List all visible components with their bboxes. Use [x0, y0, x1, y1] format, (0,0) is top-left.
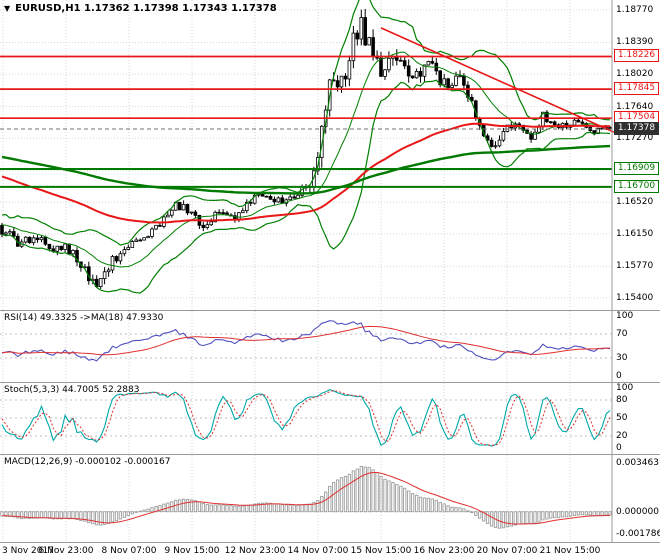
- chart-header: ▼ EURUSD,H1 1.17362 1.17398 1.17343 1.17…: [4, 3, 277, 14]
- time-tick: 20 Nov 07:00: [476, 546, 538, 556]
- main-chart-panel[interactable]: ▼ EURUSD,H1 1.17362 1.17398 1.17343 1.17…: [0, 0, 660, 310]
- price-tick: 1.18390: [616, 37, 654, 48]
- rsi-tick: 30: [616, 353, 628, 363]
- time-axis[interactable]: 3 Nov 2017 6 Nov 23:00 8 Nov 07:00 9 Nov 15…: [0, 542, 660, 560]
- time-tick: 14 Nov 07:00: [287, 546, 349, 556]
- price-tick: 1.18020: [616, 69, 654, 80]
- stochastic-tick: 0: [616, 443, 622, 453]
- rsi-tick: 70: [616, 329, 628, 339]
- stochastic-tick: 50: [616, 413, 628, 423]
- ohlc-readout: EURUSD,H1 1.17362 1.17398 1.17343 1.1737…: [15, 3, 277, 14]
- macd-label: MACD(12,26,9) -0.000102 -0.000167: [4, 457, 171, 467]
- time-tick: 16 Nov 23:00: [413, 546, 475, 556]
- candlestick-chart-canvas[interactable]: [0, 0, 660, 310]
- stochastic-chart-canvas[interactable]: [0, 383, 660, 454]
- current-price-label: 1.17378: [614, 121, 659, 135]
- level-price-label: 1.16909: [614, 162, 659, 176]
- price-tick: 1.16150: [616, 228, 654, 239]
- stochastic-tick: 100: [616, 383, 634, 393]
- rsi-chart-canvas[interactable]: [0, 311, 660, 382]
- rsi-panel[interactable]: RSI(14) 49.3325 ->MA(18) 47.9330 100 70 30…: [0, 310, 660, 382]
- macd-chart-canvas[interactable]: [0, 455, 660, 542]
- price-tick: 1.15770: [616, 261, 654, 272]
- stochastic-panel[interactable]: Stoch(5,3,3) 44.7005 52.2883 100 80 50 20 0: [0, 382, 660, 454]
- stochastic-tick: 20: [616, 431, 628, 441]
- time-tick: 3 Nov 2017: [2, 546, 54, 556]
- macd-axis: 0.003463 0.000000 -0.001786: [613, 455, 660, 542]
- price-tick: 1.17270: [616, 133, 654, 144]
- rsi-tick: 0: [616, 371, 622, 381]
- time-tick: 8 Nov 07:00: [101, 546, 157, 556]
- rsi-tick: 100: [616, 311, 634, 321]
- rsi-label: RSI(14) 49.3325 ->MA(18) 47.9330: [4, 313, 164, 323]
- stochastic-tick: 80: [616, 395, 628, 405]
- price-tick: 1.15400: [616, 293, 654, 303]
- level-price-label: 1.16700: [614, 179, 659, 193]
- price-axis[interactable]: 1.187701.183901.180201.176401.172701.168…: [613, 0, 660, 310]
- time-tick: 15 Nov 15:00: [350, 546, 412, 556]
- macd-tick: 0.000000: [616, 506, 659, 517]
- stochastic-label: Stoch(5,3,3) 44.7005 52.2883: [4, 385, 140, 395]
- level-price-label: 1.18226: [614, 49, 659, 63]
- stochastic-axis: 100 80 50 20 0: [613, 383, 660, 454]
- price-tick: 1.18770: [616, 5, 654, 15]
- rsi-axis: 100 70 30 0: [613, 311, 660, 382]
- symbol-marker-icon: ▼: [4, 3, 11, 13]
- macd-panel[interactable]: MACD(12,26,9) -0.000102 -0.000167 0.0034…: [0, 454, 660, 542]
- time-tick: 21 Nov 15:00: [539, 546, 601, 556]
- time-tick: 12 Nov 23:00: [224, 546, 286, 556]
- time-tick: 6 Nov 23:00: [38, 546, 94, 556]
- time-tick: 9 Nov 15:00: [164, 546, 220, 556]
- level-price-label: 1.17845: [614, 82, 659, 96]
- price-tick: 1.17640: [616, 101, 654, 112]
- macd-tick: 0.003463: [616, 458, 659, 468]
- macd-tick: -0.001786: [616, 529, 660, 539]
- price-tick: 1.16520: [616, 197, 654, 208]
